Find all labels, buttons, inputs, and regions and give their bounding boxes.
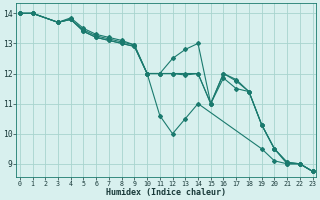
X-axis label: Humidex (Indice chaleur): Humidex (Indice chaleur): [106, 188, 226, 197]
